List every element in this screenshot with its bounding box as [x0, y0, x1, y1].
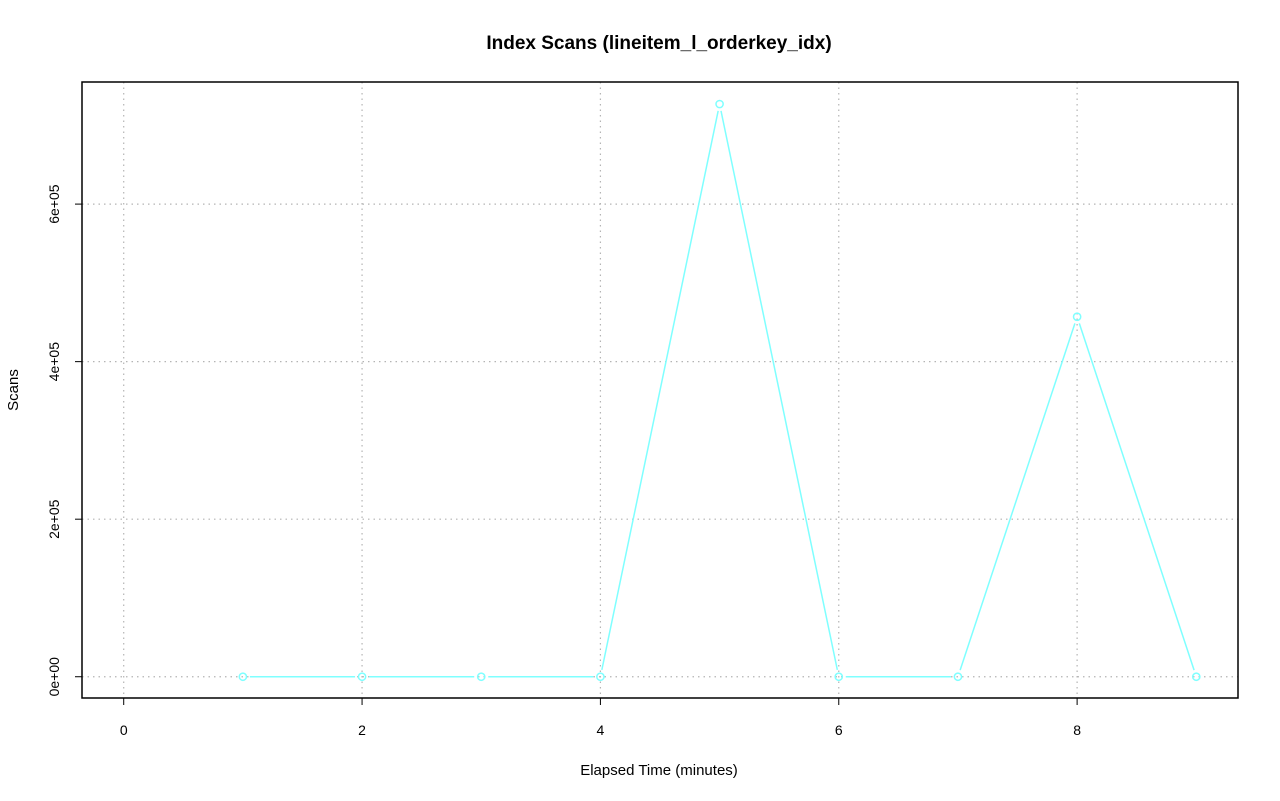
data-point [1191, 672, 1201, 682]
data-point [596, 672, 605, 682]
data-point [953, 672, 963, 682]
x-tick-label: 2 [358, 722, 366, 738]
grid [82, 82, 1238, 698]
data-point [1072, 312, 1082, 322]
y-tick-label: 4e+05 [46, 342, 62, 382]
x-axis: 0 2 4 6 8 [120, 698, 1081, 738]
plot-frame [81, 81, 1239, 699]
x-tick-label: 4 [597, 722, 605, 738]
y-axis: 0e+00 2e+05 4e+05 6e+05 [46, 184, 82, 696]
data-point [834, 672, 844, 682]
data-point [715, 99, 724, 109]
series-layer [238, 99, 1201, 682]
y-tick-label: 2e+05 [46, 499, 62, 539]
chart-title: Index Scans (lineitem_l_orderkey_idx) [486, 33, 831, 54]
x-tick-label: 6 [835, 722, 843, 738]
x-tick-label: 8 [1073, 722, 1081, 738]
x-tick-label: 0 [120, 722, 128, 738]
data-point [476, 672, 486, 682]
series-line-segment [720, 110, 839, 671]
series-line-segment [1078, 323, 1195, 671]
y-tick-label: 6e+05 [46, 184, 62, 224]
series [238, 99, 1201, 682]
data-point [357, 672, 367, 682]
series-line-segment [601, 110, 719, 671]
series-line-segment [959, 323, 1076, 671]
data-point [238, 672, 248, 682]
x-axis-label: Elapsed Time (minutes) [580, 762, 738, 779]
y-axis-label: Scans [5, 369, 22, 411]
y-tick-label: 0e+00 [46, 657, 62, 697]
